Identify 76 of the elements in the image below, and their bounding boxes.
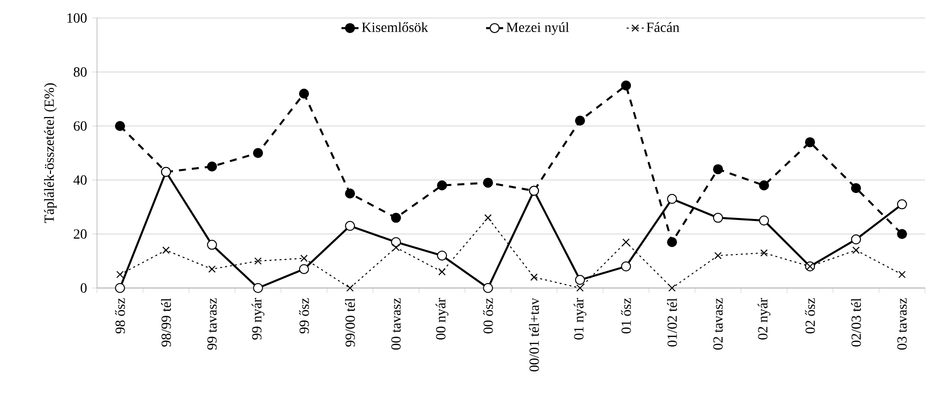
point xyxy=(667,237,678,248)
point xyxy=(621,261,632,272)
x-tick-label: 99/00 tél xyxy=(345,298,355,347)
legend-label: Fácán xyxy=(646,22,680,32)
x-tick-label: 03 tavasz xyxy=(897,298,907,350)
x-tick-label: 00 tavasz xyxy=(391,298,401,350)
point xyxy=(437,180,448,190)
point xyxy=(207,161,217,172)
point xyxy=(345,188,356,198)
point xyxy=(575,274,586,285)
point xyxy=(392,244,400,252)
point xyxy=(345,220,356,231)
point xyxy=(438,268,446,276)
point xyxy=(254,257,262,265)
point xyxy=(713,164,724,174)
point xyxy=(115,283,125,293)
point xyxy=(299,88,310,99)
point xyxy=(530,274,538,281)
point xyxy=(622,238,630,246)
point xyxy=(576,284,584,292)
point xyxy=(253,283,264,293)
point xyxy=(898,270,906,278)
point xyxy=(207,240,217,250)
x-tick-label: 98 ősz xyxy=(115,298,125,334)
point xyxy=(759,180,770,190)
point xyxy=(391,237,402,248)
x-tick-label: 98/99 tél xyxy=(161,298,171,347)
y-tick-label: 60 xyxy=(74,121,87,131)
point xyxy=(391,212,402,223)
y-tick-label: 20 xyxy=(74,229,87,239)
point xyxy=(299,264,310,274)
x-tick-label: 01 nyár xyxy=(574,298,586,340)
point xyxy=(437,250,448,261)
point xyxy=(713,212,724,223)
point xyxy=(300,254,308,262)
point xyxy=(484,214,492,222)
x-tick-label: 99 tavasz xyxy=(207,298,217,350)
y-tick-label: 0 xyxy=(80,283,87,293)
point xyxy=(668,284,676,292)
x-tick-label: 02/03 tél xyxy=(851,298,861,347)
point xyxy=(621,80,632,90)
x-tick-label: 00 nyár xyxy=(436,298,448,340)
point xyxy=(714,252,722,260)
point xyxy=(760,249,768,257)
point xyxy=(667,194,678,204)
x-tick-label: 02 tavasz xyxy=(713,298,723,350)
x-tick-label: 99 ősz xyxy=(299,298,309,334)
x-tick-label: 02 ősz xyxy=(805,298,815,334)
point xyxy=(897,199,908,210)
point xyxy=(759,216,770,226)
point xyxy=(483,178,494,188)
point xyxy=(852,246,860,254)
y-tick-label: 100 xyxy=(67,13,87,23)
point xyxy=(162,246,170,254)
point xyxy=(208,265,216,273)
point xyxy=(253,148,264,158)
point xyxy=(483,283,494,293)
legend-label: Kisemlősök xyxy=(362,22,428,32)
x-tick-label: 01 ősz xyxy=(621,298,631,334)
point xyxy=(897,229,908,239)
point xyxy=(115,120,125,131)
x-tick-label: 01/02 tél xyxy=(667,298,677,347)
x-tick-label: 00/01 tél+tav xyxy=(529,298,539,372)
point xyxy=(851,234,862,244)
y-tick-label: 80 xyxy=(74,67,87,77)
point xyxy=(851,183,862,194)
y-axis-title: Táplálék-összetétel (E%) xyxy=(44,83,57,224)
x-tick-label: 02 nyár xyxy=(758,298,770,340)
y-tick-label: 40 xyxy=(73,175,87,185)
x-tick-label: 99 nyár xyxy=(252,298,264,340)
point xyxy=(346,284,354,292)
point xyxy=(116,270,124,278)
point xyxy=(805,137,816,148)
point xyxy=(575,116,586,126)
x-tick-label: 00 ősz xyxy=(483,298,493,334)
legend-label: Mezei nyúl xyxy=(506,22,569,35)
